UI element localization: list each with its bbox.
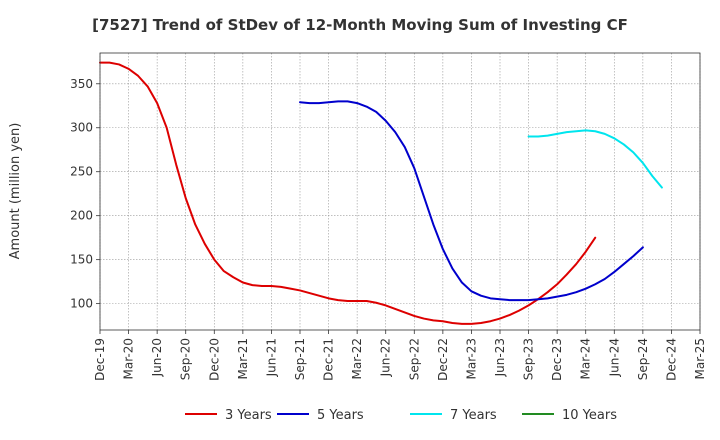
x-tick-label: Dec-19	[93, 338, 107, 381]
y-tick-label: 100	[70, 297, 93, 311]
y-tick-label: 150	[70, 253, 93, 267]
x-tick-label: Sep-23	[522, 338, 536, 380]
y-tick-label: 250	[70, 165, 93, 179]
legend: 3 Years 5 Years 7 Years 10 Years	[185, 408, 617, 423]
x-tick-label: Sep-22	[407, 338, 421, 380]
legend-label-5-years: 5 Years	[317, 408, 364, 423]
legend-label-10-years: 10 Years	[562, 408, 617, 423]
x-tick-label: Mar-23	[464, 338, 478, 379]
x-tick-label: Jun-21	[264, 338, 278, 377]
y-tick-label: 300	[70, 121, 93, 135]
x-tick-label: Dec-22	[436, 338, 450, 381]
x-tick-label: Sep-21	[293, 338, 307, 380]
x-tick-label: Mar-20	[122, 338, 136, 379]
x-tick-label: Jun-24	[607, 338, 621, 377]
x-tick-label: Sep-24	[636, 338, 650, 380]
x-tick-label: Dec-24	[664, 338, 678, 381]
y-tick-label: 200	[70, 209, 93, 223]
x-tick-label: Dec-20	[207, 338, 221, 381]
y-axis-label: Amount (million yen)	[8, 123, 23, 260]
x-tick-label: Mar-21	[236, 338, 250, 379]
legend-label-3-years: 3 Years	[225, 408, 272, 423]
plot-frame	[99, 52, 701, 331]
grid-lines	[99, 53, 701, 330]
series-line-7-years	[527, 129, 663, 189]
y-tick-label: 350	[70, 77, 93, 91]
series-line-5-years	[299, 100, 644, 302]
x-tick-label: Mar-25	[693, 338, 707, 379]
x-tick-label: Jun-23	[493, 338, 507, 377]
x-tick-label: Dec-23	[550, 338, 564, 381]
x-tick-label: Jun-20	[150, 338, 164, 377]
legend-label-7-years: 7 Years	[450, 408, 497, 423]
x-tick-label: Mar-24	[579, 338, 593, 379]
x-tick-label: Sep-20	[179, 338, 193, 380]
series-lines	[99, 61, 663, 325]
series-line-3-years	[99, 61, 597, 325]
x-axis-ticks: Dec-19 Mar-20 Jun-20 Sep-20 Dec-20 Mar-21 Jun-…	[93, 330, 707, 381]
y-axis-ticks: 100 150 200 250 300 350	[70, 77, 100, 311]
x-tick-label: Mar-22	[350, 338, 364, 379]
x-tick-label: Dec-21	[322, 338, 336, 381]
x-tick-label: Jun-22	[379, 338, 393, 377]
chart-title: [7527] Trend of StDev of 12-Month Moving…	[92, 16, 628, 34]
